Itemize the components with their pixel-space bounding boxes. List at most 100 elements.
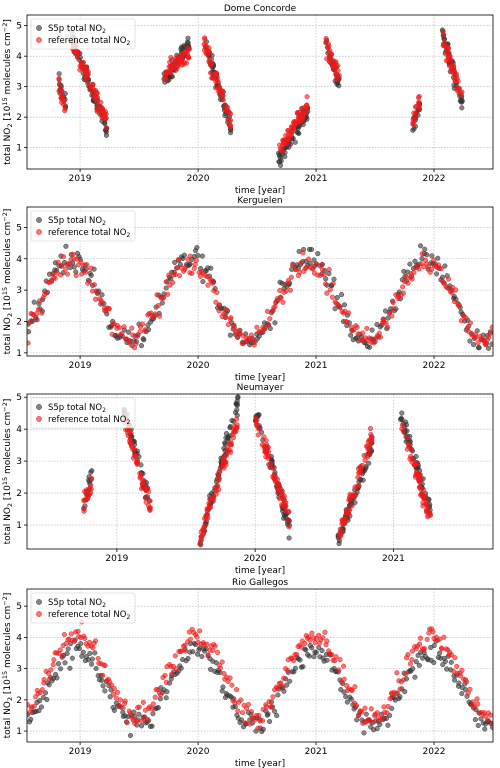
data-point (163, 285, 169, 291)
x-tick-label: 2021 (305, 174, 328, 184)
data-point (441, 634, 447, 640)
data-point (427, 511, 433, 517)
data-point (88, 265, 94, 271)
y-tick-label: 2 (16, 696, 22, 706)
y-axis-label: total NO2 [1015 molecules cm−2] (1, 399, 14, 545)
data-point (70, 251, 76, 257)
data-point (470, 699, 476, 705)
data-point (133, 718, 140, 724)
data-point (348, 696, 354, 702)
series-reference (27, 250, 493, 351)
data-point (280, 299, 286, 305)
data-point (288, 274, 294, 280)
data-point (332, 306, 338, 312)
data-point (363, 711, 369, 717)
data-point (101, 113, 108, 119)
legend-marker (36, 217, 42, 223)
data-point (229, 682, 235, 688)
data-point (240, 710, 246, 716)
data-point (231, 434, 237, 441)
data-point (84, 73, 90, 79)
data-point (351, 327, 357, 333)
data-point (223, 314, 229, 320)
data-point (228, 117, 234, 124)
data-point (483, 342, 489, 348)
data-point (410, 666, 416, 672)
data-point (67, 261, 73, 267)
data-point (296, 115, 302, 122)
data-point (73, 273, 79, 279)
data-point (94, 290, 100, 296)
y-tick-label: 4 (16, 425, 22, 435)
data-point (472, 717, 478, 723)
data-point (126, 329, 132, 335)
data-point (416, 266, 422, 272)
data-point (405, 652, 411, 658)
data-point (332, 65, 338, 71)
data-point (149, 723, 155, 729)
data-point (238, 697, 244, 703)
data-point (288, 128, 294, 134)
data-point (307, 637, 313, 643)
data-point (413, 659, 419, 665)
data-point (109, 682, 115, 688)
data-point (208, 265, 214, 271)
legend-label: reference total NO2 (48, 415, 130, 426)
data-point (27, 702, 31, 708)
data-point (394, 670, 400, 676)
data-point (323, 35, 329, 42)
data-point (266, 699, 272, 705)
x-tick-label: 2022 (423, 747, 446, 757)
data-point (431, 257, 437, 263)
chart-panel-3: 2019 2020 2021 1 2 3 4 5 Neumayer time [year] tota… (1, 383, 494, 576)
data-point (231, 429, 237, 435)
data-point (61, 102, 67, 108)
y-tick-label: 2 (16, 317, 22, 327)
data-point (327, 287, 333, 293)
data-point (449, 290, 455, 296)
data-point (245, 701, 251, 708)
data-point (61, 631, 67, 638)
data-point (223, 452, 230, 458)
data-point (315, 251, 321, 257)
data-point (204, 51, 210, 57)
data-point (199, 653, 205, 660)
data-point (79, 60, 85, 66)
data-point (114, 689, 121, 695)
data-point (82, 269, 88, 275)
data-point (313, 261, 320, 267)
data-point (214, 71, 220, 77)
data-point (232, 325, 238, 332)
legend-box (30, 397, 136, 429)
data-point (434, 271, 440, 277)
data-point (99, 677, 105, 683)
data-point (172, 259, 178, 265)
plot-frame (26, 588, 494, 743)
data-point (217, 469, 223, 475)
data-point (28, 716, 34, 722)
data-point (147, 498, 153, 504)
data-point (300, 664, 306, 670)
chart-title: Kerguelen (237, 196, 282, 206)
data-point (227, 675, 233, 681)
data-point (397, 694, 403, 700)
data-point (341, 676, 347, 682)
data-point (452, 677, 458, 683)
data-point (78, 641, 84, 647)
y-tick-label: 5 (16, 393, 22, 403)
data-point (220, 463, 226, 469)
data-point (100, 106, 106, 112)
data-point (67, 665, 73, 671)
data-point (374, 710, 380, 716)
y-tick-label: 3 (16, 457, 22, 467)
data-point (276, 159, 282, 165)
data-point (311, 654, 317, 660)
x-tick-label: 2020 (187, 747, 210, 757)
data-point (313, 649, 319, 656)
data-point (294, 110, 300, 116)
data-point (349, 503, 355, 509)
data-point (163, 279, 169, 285)
data-point (166, 272, 172, 278)
data-point (27, 329, 32, 335)
